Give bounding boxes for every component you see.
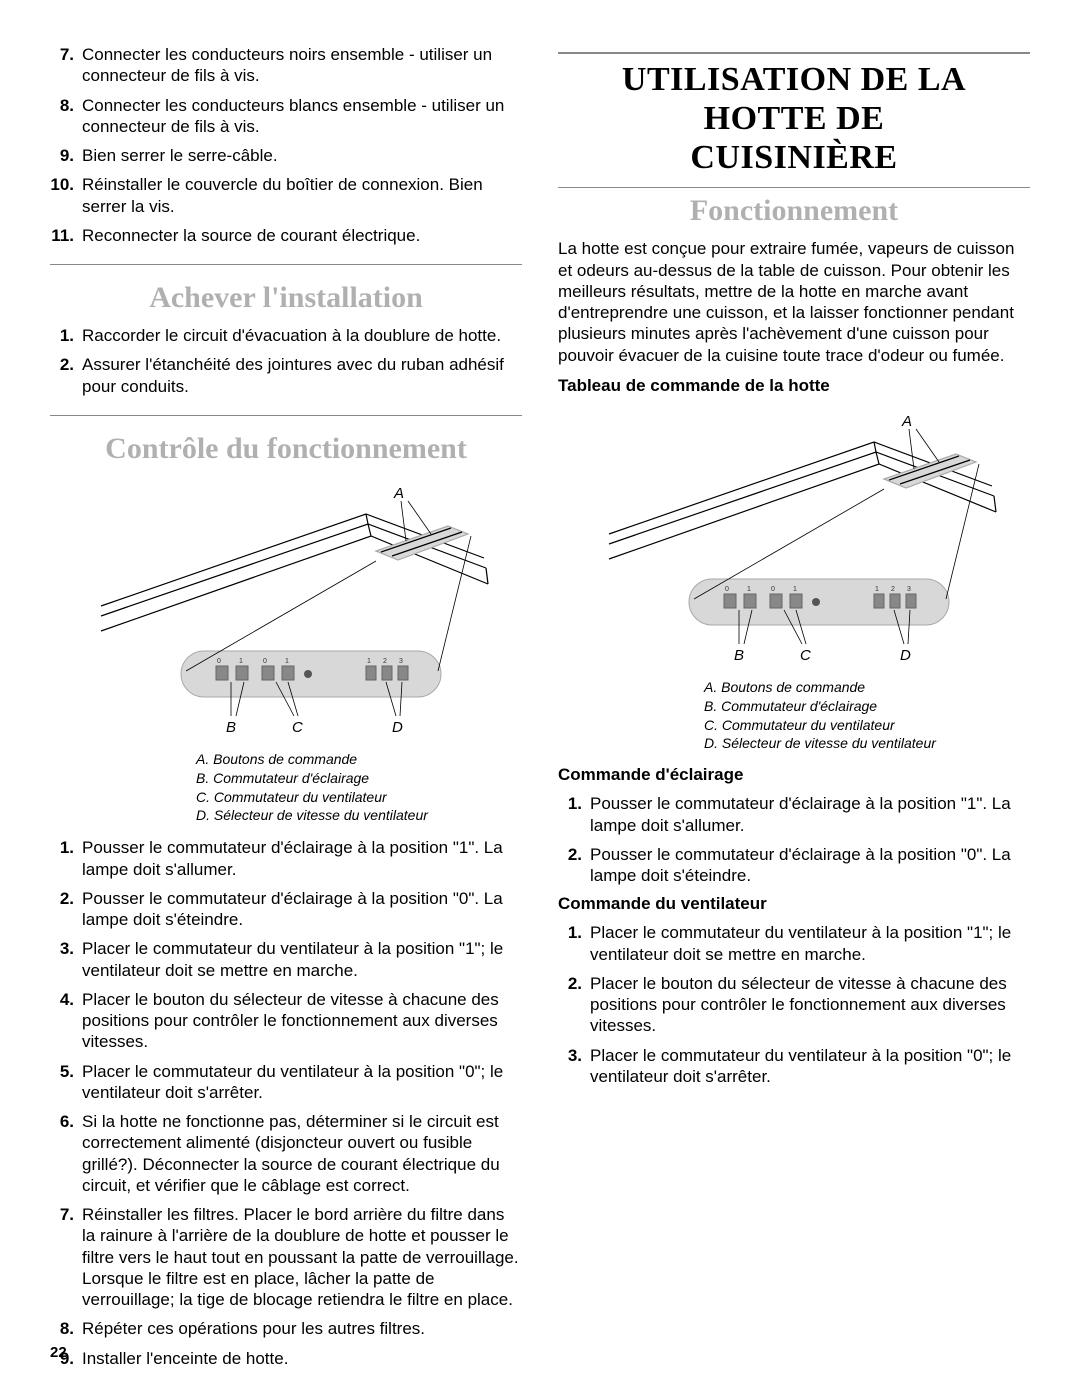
svg-text:1: 1: [747, 586, 751, 593]
svg-text:1: 1: [875, 586, 879, 593]
step-item: 10.Réinstaller le couvercle du boîtier d…: [50, 174, 522, 217]
step-item: 8.Connecter les conducteurs blancs ensem…: [50, 95, 522, 138]
svg-text:2: 2: [383, 658, 387, 665]
label-A: A: [901, 413, 912, 430]
step-item: 2.Pousser le commutateur d'éclairage à l…: [558, 844, 1030, 887]
divider: [558, 187, 1030, 188]
right-column: UTILISATION DE LA HOTTE DE CUISINIÈRE Fo…: [558, 44, 1030, 1377]
label-D: D: [392, 719, 403, 736]
svg-text:0: 0: [263, 658, 267, 665]
label-B: B: [734, 647, 744, 664]
label-A: A: [393, 485, 404, 502]
steps-achever: 1.Raccorder le circuit d'évacuation à la…: [50, 325, 522, 397]
step-item: 9.Bien serrer le serre-câble.: [50, 145, 522, 166]
divider: [558, 52, 1030, 54]
svg-text:0: 0: [771, 586, 775, 593]
svg-text:0: 0: [725, 586, 729, 593]
step-item: 9.Installer l'enceinte de hotte.: [50, 1348, 522, 1369]
eclairage-title: Commande d'éclairage: [558, 765, 1030, 785]
step-item: 2.Assurer l'étanchéité des jointures ave…: [50, 354, 522, 397]
step-item: 2.Pousser le commutateur d'éclairage à l…: [50, 888, 522, 931]
step-item: 11.Reconnecter la source de courant élec…: [50, 225, 522, 246]
step-item: 4.Placer le bouton du sélecteur de vites…: [50, 989, 522, 1053]
intro-paragraph: La hotte est conçue pour extraire fumée,…: [558, 238, 1030, 366]
svg-text:3: 3: [907, 586, 911, 593]
control-panel-diagram: A 0 1 0 1 1 2 3: [584, 404, 1004, 754]
step-item: 3.Placer le commutateur du ventilateur à…: [50, 938, 522, 981]
divider: [50, 264, 522, 265]
figure-caption: A. Boutons de commande B. Commutateur d'…: [704, 678, 1004, 754]
step-item: 6.Si la hotte ne fonctionne pas, détermi…: [50, 1111, 522, 1196]
step-item: 1.Raccorder le circuit d'évacuation à la…: [50, 325, 522, 346]
label-B: B: [226, 719, 236, 736]
svg-text:1: 1: [239, 658, 243, 665]
svg-text:1: 1: [367, 658, 371, 665]
ventilateur-title: Commande du ventilateur: [558, 894, 1030, 914]
figure-caption: A. Boutons de commande B. Commutateur d'…: [196, 750, 496, 826]
label-C: C: [292, 719, 303, 736]
step-item: 3.Placer le commutateur du ventilateur à…: [558, 1045, 1030, 1088]
divider: [50, 415, 522, 416]
label-D: D: [900, 647, 911, 664]
step-item: 5.Placer le commutateur du ventilateur à…: [50, 1061, 522, 1104]
section-achever: Achever l'installation: [50, 281, 522, 315]
svg-text:2: 2: [891, 586, 895, 593]
svg-text:1: 1: [793, 586, 797, 593]
step-item: 2.Placer le bouton du sélecteur de vites…: [558, 973, 1030, 1037]
tableau-title: Tableau de commande de la hotte: [558, 376, 1030, 396]
section-fonctionnement: Fonctionnement: [558, 194, 1030, 228]
steps-eclairage: 1.Pousser le commutateur d'éclairage à l…: [558, 793, 1030, 886]
control-panel-diagram: A 0 1 0 1 1 2 3: [76, 476, 496, 826]
step-item: 1.Placer le commutateur du ventilateur à…: [558, 922, 1030, 965]
step-item: 7.Réinstaller les filtres. Placer le bor…: [50, 1204, 522, 1310]
step-item: 1.Pousser le commutateur d'éclairage à l…: [558, 793, 1030, 836]
step-item: 8.Répéter ces opérations pour les autres…: [50, 1318, 522, 1339]
svg-text:3: 3: [399, 658, 403, 665]
svg-text:1: 1: [285, 658, 289, 665]
step-item: 7.Connecter les conducteurs noirs ensemb…: [50, 44, 522, 87]
label-C: C: [800, 647, 811, 664]
left-column: 7.Connecter les conducteurs noirs ensemb…: [50, 44, 522, 1377]
steps-ventilateur: 1.Placer le commutateur du ventilateur à…: [558, 922, 1030, 1087]
step-item: 1.Pousser le commutateur d'éclairage à l…: [50, 837, 522, 880]
page-number: 22: [50, 1344, 67, 1361]
steps-top: 7.Connecter les conducteurs noirs ensemb…: [50, 44, 522, 246]
steps-controle: 1.Pousser le commutateur d'éclairage à l…: [50, 837, 522, 1369]
svg-text:0: 0: [217, 658, 221, 665]
main-title: UTILISATION DE LA HOTTE DE CUISINIÈRE: [558, 60, 1030, 177]
section-controle: Contrôle du fonctionnement: [50, 432, 522, 466]
